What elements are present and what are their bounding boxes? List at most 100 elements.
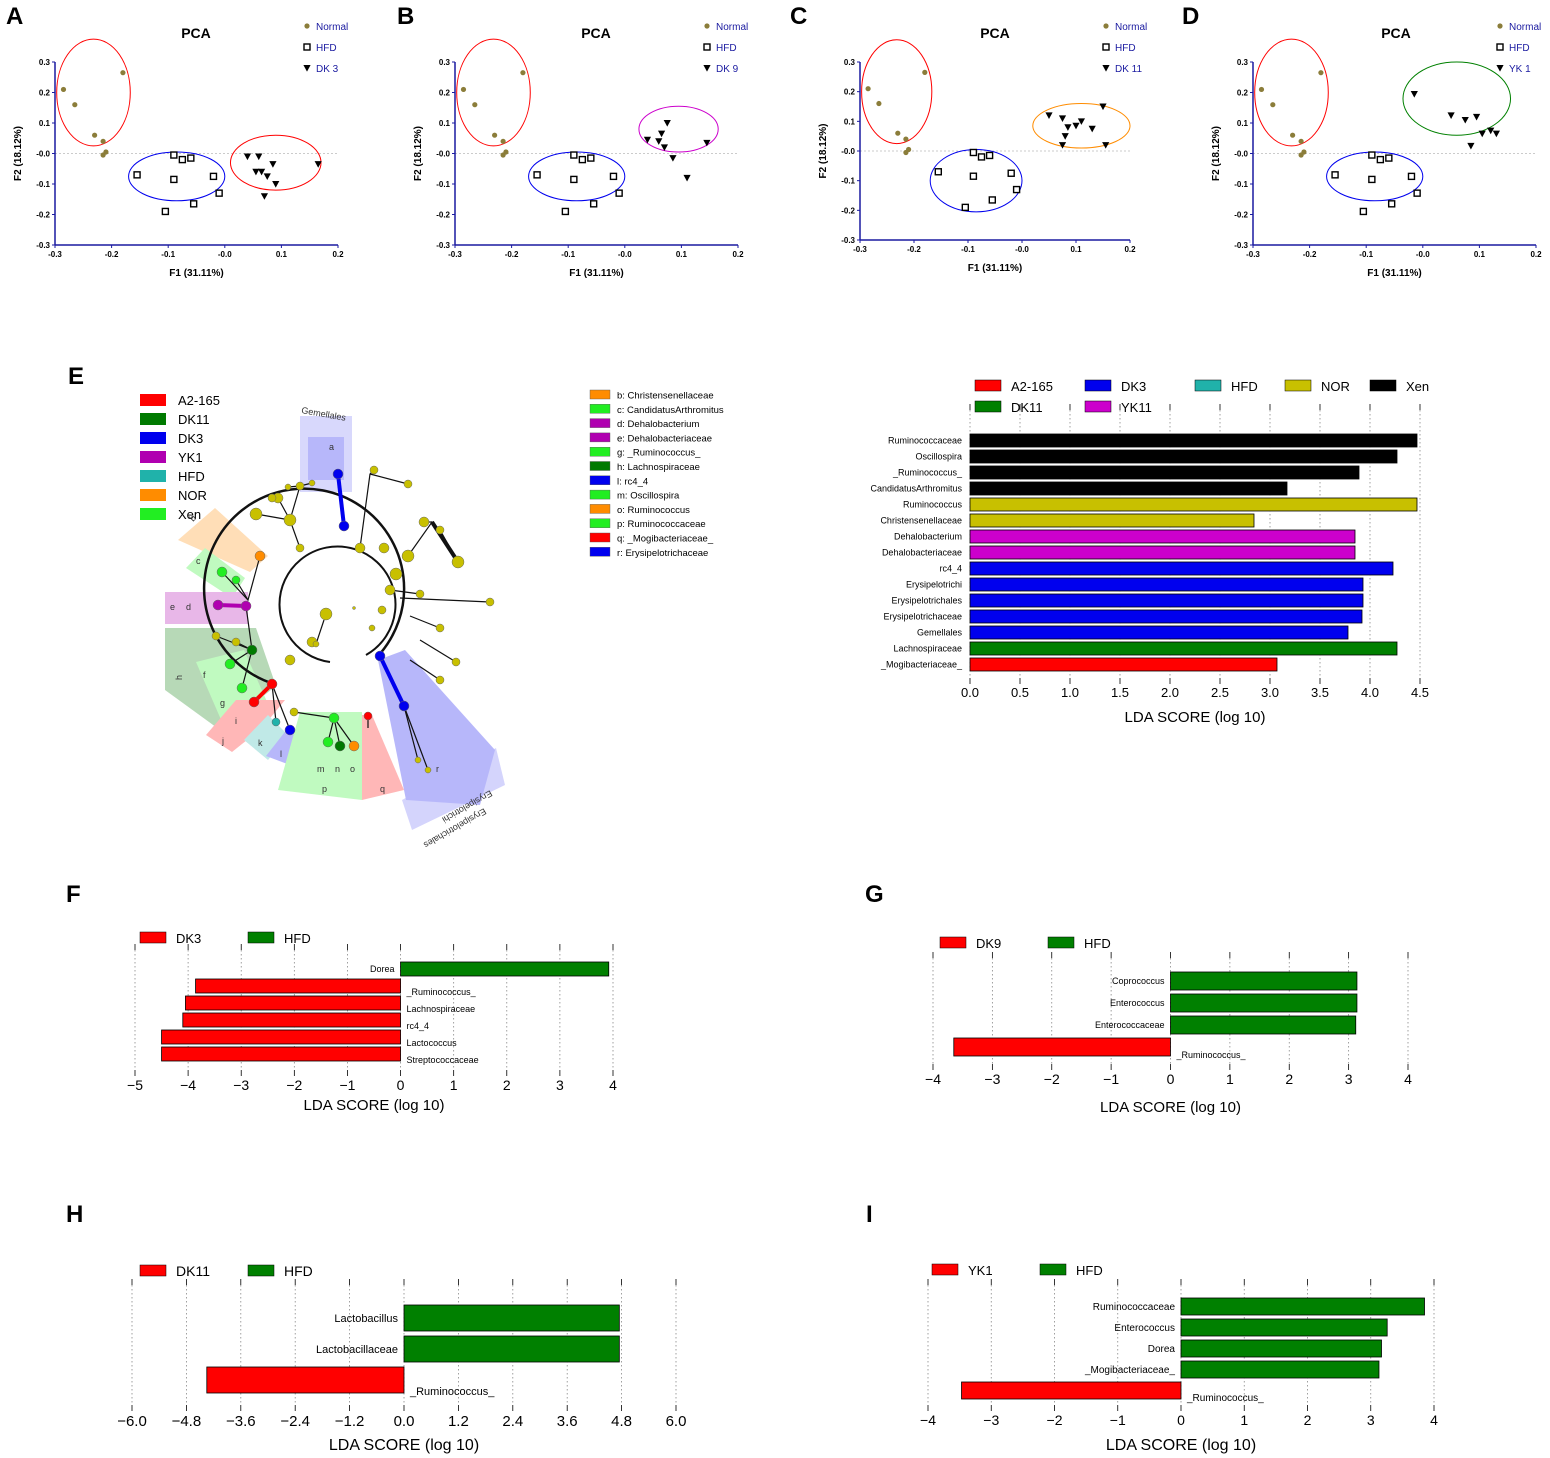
group-ellipse [229, 134, 322, 191]
x-tick-label: 4.0 [1361, 685, 1379, 700]
lda-bar [1170, 993, 1358, 1013]
cladogram: A2-165 DK11 DK3 YK1 HFD NOR Xen b: Christensen… [140, 389, 724, 850]
legend-swatch [1369, 379, 1397, 392]
legend-swatch [139, 931, 167, 944]
legend-swatch [140, 394, 166, 406]
data-point [314, 161, 322, 168]
x-tick-label: 4.8 [611, 1413, 632, 1430]
data-point [969, 172, 978, 180]
legend-label: HFD [1115, 43, 1136, 54]
legend-label: YK1 [178, 450, 203, 465]
y-tick-label: -0.1 [36, 180, 50, 189]
data-point [1413, 189, 1421, 197]
group-ellipse [1254, 38, 1329, 147]
legend-label: HFD [1084, 936, 1111, 951]
data-point [252, 168, 260, 176]
data-point [260, 193, 269, 200]
label-m: m [317, 764, 325, 774]
x-axis-label: LDA SCORE (log 10) [1100, 1099, 1241, 1116]
pca-title: PCA [1381, 25, 1411, 41]
data-point [1072, 122, 1080, 130]
data-point [1331, 171, 1339, 179]
y-tick-label: -0.0 [841, 147, 855, 156]
legend-marker [1102, 43, 1110, 51]
legend-label: d: Dehalobacterium [617, 419, 699, 430]
data-point [977, 153, 986, 161]
legend-label: NOR [1321, 379, 1350, 394]
legend-swatch [140, 489, 166, 501]
data-point [255, 153, 263, 161]
legend-label: q: _Mogibacteriaceae_ [617, 534, 714, 545]
bar-label: _Ruminococcus_ [892, 468, 963, 478]
bar-label: Lactobacillus [334, 1313, 398, 1325]
bar-label: Ruminococcus [903, 500, 963, 510]
legend-label: Normal [316, 22, 348, 33]
legend-label: HFD [284, 1263, 313, 1279]
bar-label: Enterococcus [1114, 1323, 1175, 1334]
x-tick-label: 6.0 [666, 1413, 687, 1430]
bar-label: Enterococcus [1110, 998, 1165, 1008]
data-point [1058, 142, 1067, 149]
y-tick-label: 0.1 [39, 119, 51, 128]
legend-swatch [589, 447, 611, 457]
x-tick-label: −4 [180, 1077, 196, 1093]
legend-label: DK11 [176, 1263, 210, 1279]
label-e: e [170, 602, 175, 612]
x-tick-label: 0.1 [676, 250, 688, 259]
legend-label: m: Oscillospira [617, 491, 680, 502]
bar-label: _Mogibacteriaceae_ [880, 660, 963, 670]
legend-swatch [139, 1264, 167, 1277]
legend-label: Normal [1115, 22, 1147, 33]
bar-label: Erysipelotrichaceae [883, 612, 962, 622]
lda-bar [1180, 1360, 1380, 1379]
pca-plot-b: -0.3 -0.2 -0.1 -0.0 0.1 0.2 -0.3 -0.2 -0.1 -0.0 0.… [413, 22, 748, 279]
label-r: r [436, 764, 439, 774]
y-tick-label: -0.2 [841, 206, 855, 215]
data-point [1407, 172, 1416, 181]
data-point [703, 139, 711, 147]
data-point [269, 161, 277, 168]
bar-label: Erysipelotrichales [891, 596, 962, 606]
data-point [895, 130, 901, 136]
cladogram-legend-groups: A2-165 DK11 DK3 YK1 HFD NOR Xen [140, 393, 220, 522]
bar-label: Christensenellaceae [880, 516, 962, 526]
lda-bar [161, 1046, 401, 1062]
data-point [243, 153, 252, 161]
lda-bar [161, 1029, 401, 1045]
x-tick-label: 4.5 [1411, 685, 1429, 700]
x-tick-label: 2.4 [502, 1413, 523, 1430]
y-tick-label: 0.2 [844, 88, 856, 97]
label-q: q [380, 784, 385, 794]
data-point [1410, 91, 1418, 98]
y-tick-label: -0.3 [36, 241, 50, 250]
x-tick-label: -0.3 [1246, 250, 1260, 259]
x-tick-label: 0.1 [276, 250, 288, 259]
data-point [578, 155, 587, 164]
y-tick-label: -0.0 [36, 150, 50, 159]
y-tick-label: 0.3 [439, 58, 451, 67]
bar-label: _Mogibacteriaceae_ [1084, 1365, 1175, 1376]
x-tick-label: −4 [925, 1071, 941, 1087]
sector-b-christensenellaceae [178, 508, 268, 572]
legend-label: HFD [316, 43, 337, 54]
data-point [609, 172, 618, 181]
data-point [1487, 127, 1495, 135]
lda-bar-chart-h: −6.0 −4.8 −3.6 −2.4 −1.2 0.0 1.2 2.4 3.6 4.8 6.0 La… [117, 1263, 686, 1454]
legend-label: DK3 [176, 931, 201, 946]
legend-swatch [589, 504, 611, 514]
x-tick-label: −4 [920, 1412, 936, 1428]
y-tick-label: -0.3 [1234, 241, 1248, 250]
legend-swatch [1084, 379, 1112, 392]
label-k: k [258, 738, 263, 748]
data-point [1077, 118, 1085, 125]
x-tick-label: -0.3 [448, 250, 462, 259]
x-tick-label: 3 [1367, 1412, 1375, 1428]
y-tick-label: 0.3 [39, 58, 51, 67]
data-point [500, 152, 506, 158]
legend-swatch [589, 489, 611, 500]
data-point [187, 154, 195, 162]
bar-label: _Ruminococcus_ [1176, 1050, 1247, 1060]
x-tick-label: 0 [1177, 1412, 1185, 1428]
legend-label: Xen [1406, 379, 1429, 394]
